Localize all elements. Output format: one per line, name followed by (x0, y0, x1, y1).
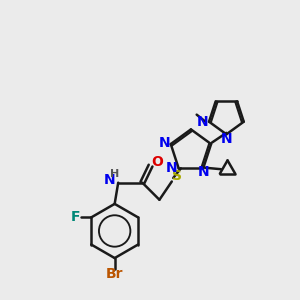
Text: N: N (104, 173, 116, 187)
Text: N: N (221, 132, 233, 146)
Text: Br: Br (106, 267, 123, 281)
Text: N: N (197, 115, 208, 129)
Text: F: F (71, 210, 81, 224)
Text: N: N (158, 136, 170, 150)
Text: N: N (166, 161, 178, 175)
Text: S: S (172, 169, 182, 183)
Text: N: N (198, 165, 210, 179)
Text: O: O (151, 155, 163, 169)
Text: H: H (110, 169, 120, 179)
